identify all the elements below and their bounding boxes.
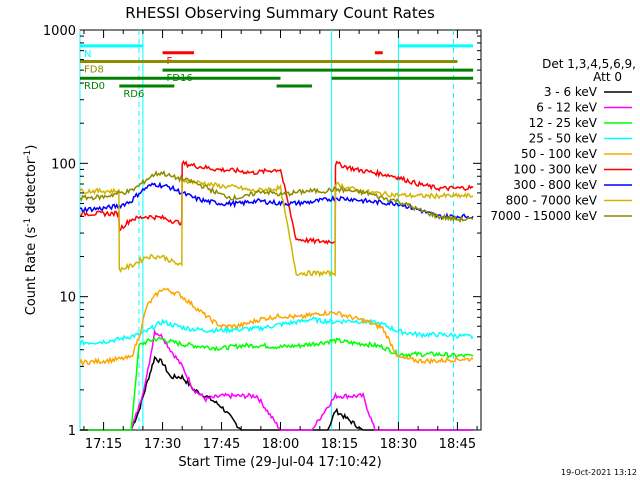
legend-label-1: 6 - 12 keV xyxy=(536,101,598,115)
y-tick-label-1: 10 xyxy=(59,291,76,306)
legend-label-0: 3 - 6 keV xyxy=(544,85,598,99)
status-label-6: RD6 xyxy=(123,89,144,100)
series-line-2 xyxy=(80,336,474,431)
legend-label-8: 7000 - 15000 keV xyxy=(490,209,597,223)
legend-label-6: 300 - 800 keV xyxy=(513,178,597,192)
legend-label-5: 100 - 300 keV xyxy=(513,163,597,177)
timestamp: 19-Oct-2021 13:12 xyxy=(561,468,637,477)
status-label-0: N xyxy=(84,49,91,60)
y-axis-label-part1: Count Rate (s xyxy=(24,227,39,316)
data-series xyxy=(79,159,474,431)
x-axis: 17:15 17:30 17:45 18:00 18:15 18:30 18:45 xyxy=(83,30,478,452)
legend: Det 1,3,4,5,6,9, Att 0 3 - 6 keV 6 - 12 k… xyxy=(490,57,636,223)
y-axis-label-part2: detector xyxy=(24,158,39,218)
x-tick-label-3: 18:00 xyxy=(262,437,299,452)
legend-label-4: 50 - 100 keV xyxy=(521,147,598,161)
marker-lines xyxy=(79,30,454,430)
y-tick-label-2: 100 xyxy=(51,157,76,172)
y-axis-label-part3: ) xyxy=(24,145,39,150)
series-line-3 xyxy=(79,316,474,347)
y-tick-label-3: 1000 xyxy=(43,24,76,39)
y-axis-label-exp1: -1 xyxy=(23,218,33,227)
legend-label-2: 12 - 25 keV xyxy=(529,116,598,130)
legend-label-3: 25 - 50 keV xyxy=(529,132,598,146)
legend-header-1: Det 1,3,4,5,6,9, xyxy=(542,57,636,71)
y-axis: 1 10 100 1000 xyxy=(43,24,481,439)
series-line-1 xyxy=(80,328,474,431)
status-label-5: RD0 xyxy=(84,81,105,92)
series-line-5 xyxy=(79,159,474,245)
x-axis-label: Start Time (29-Jul-04 17:10:42) xyxy=(178,455,381,470)
series-line-8 xyxy=(79,169,474,224)
status-label-3: FD8 xyxy=(84,65,104,76)
x-tick-label-5: 18:30 xyxy=(380,437,417,452)
y-tick-label-0: 1 xyxy=(68,424,76,439)
y-axis-label: Count Rate (s-1 detector-1) xyxy=(23,145,39,316)
chart-title: RHESSI Observing Summary Count Rates xyxy=(125,4,435,22)
x-tick-label-4: 18:15 xyxy=(321,437,358,452)
legend-label-7: 800 - 7000 keV xyxy=(506,194,598,208)
x-tick-label-1: 17:30 xyxy=(144,437,181,452)
y-axis-label-exp2: -1 xyxy=(23,150,33,159)
series-line-4 xyxy=(79,287,474,367)
x-tick-label-0: 17:15 xyxy=(85,437,122,452)
series-line-7 xyxy=(79,178,474,278)
legend-header-2: Att 0 xyxy=(593,70,622,84)
series-line-6 xyxy=(80,181,474,221)
x-tick-label-2: 17:45 xyxy=(203,437,240,452)
x-tick-label-6: 18:45 xyxy=(439,437,476,452)
status-bars: NFFD8FD16RD0RD6 xyxy=(80,44,474,100)
